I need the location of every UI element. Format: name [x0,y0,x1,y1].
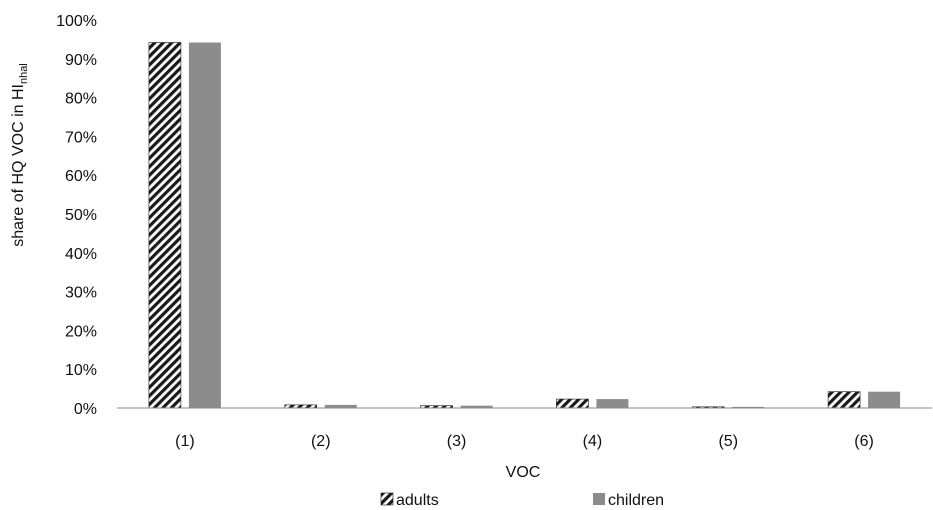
y-tick-label: 60% [65,168,97,185]
bar-adults-1 [148,42,182,409]
bar-children-2 [324,404,357,408]
y-tick-label: 20% [65,323,97,340]
bar-adults-4 [556,398,589,409]
y-tick-label: 70% [65,129,97,146]
legend-swatch-adults [380,492,394,506]
legend-swatch-children [593,493,605,505]
legend-label-adults: adults [396,492,439,509]
y-axis-title: share of HQ VOC in HInhal [10,63,30,247]
bar-children-6 [868,391,901,408]
y-tick-label: 10% [65,362,97,379]
y-tick-label: 0% [74,401,97,418]
y-tick-label: 80% [65,91,97,108]
legend-label-children: children [608,492,664,509]
x-tick-label: (3) [447,433,467,450]
bar-children-4 [596,399,629,408]
bars [148,42,901,409]
x-tick-label: (6) [854,433,874,450]
x-axis-title: VOC [506,464,541,481]
svg-text:share of HQ VOC in HInhal: share of HQ VOC in HInhal [10,63,30,247]
y-tick-label: 50% [65,207,97,224]
x-tick-label: (2) [311,433,331,450]
y-tick-label: 90% [65,52,97,69]
x-tick-labels: (1) (2) (3) (4) (5) (6) [175,433,874,450]
y-tick-label: 30% [65,285,97,302]
bar-children-1 [188,42,221,409]
x-tick-label: (5) [718,433,738,450]
y-axis-title-subscript: nhal [18,63,30,84]
bar-adults-6 [827,391,861,409]
x-tick-label: (4) [583,433,603,450]
y-axis-title-main: share of HQ VOC in HI [10,84,27,247]
y-tick-labels: 0% 10% 20% 30% 40% 50% 60% 70% 80% 90% 100% [56,13,97,418]
bar-children-3 [460,405,493,408]
bar-children-5 [732,406,765,408]
legend: adults children [380,492,664,509]
y-tick-label: 40% [65,246,97,263]
x-tick-label: (1) [175,433,195,450]
y-tick-label: 100% [56,13,97,30]
